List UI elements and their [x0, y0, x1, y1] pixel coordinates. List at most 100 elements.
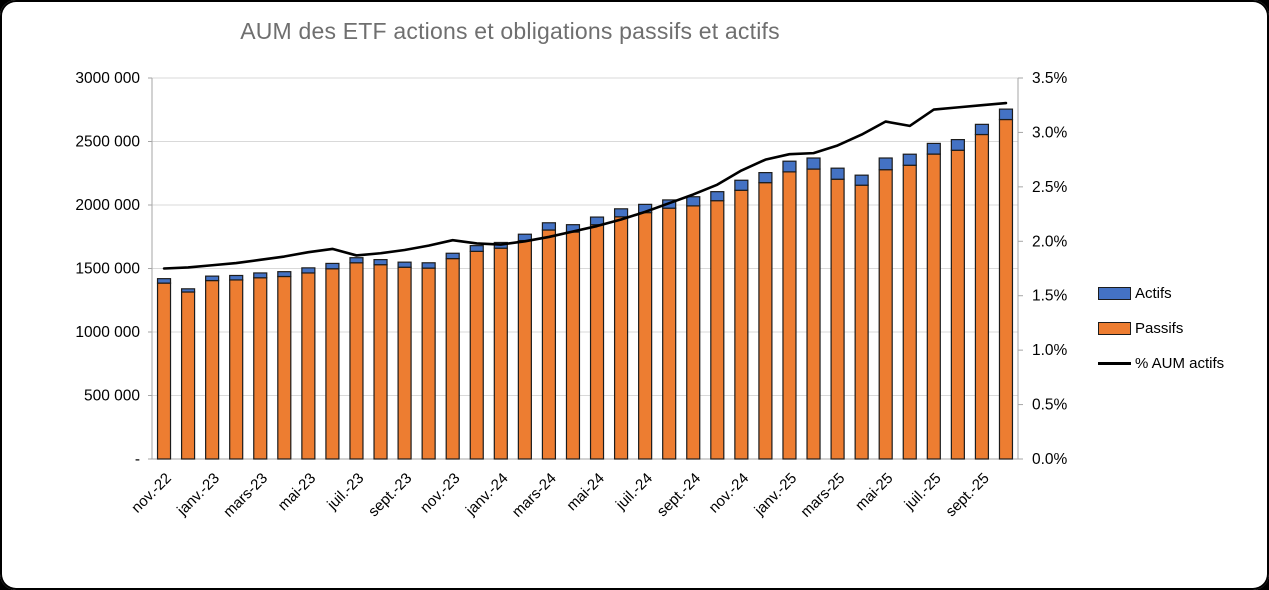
- bar-passifs: [301, 272, 316, 460]
- x-axis-tick-label: mai-23: [275, 470, 319, 514]
- x-axis-tick-label: sept.-23: [365, 470, 415, 520]
- bar-passifs: [782, 171, 797, 460]
- bar-actifs: [926, 142, 941, 155]
- bar-passifs: [734, 189, 749, 460]
- x-axis-tick-label: juil.-25: [901, 470, 945, 514]
- legend-item-passifs: Passifs: [1098, 311, 1224, 346]
- x-axis-tick-label: mars-25: [797, 470, 848, 521]
- bar-actifs: [325, 262, 340, 270]
- bar-passifs: [205, 279, 220, 460]
- bar-passifs: [565, 231, 581, 460]
- bar-actifs: [902, 153, 917, 166]
- bar-actifs: [878, 157, 893, 171]
- bar-actifs: [782, 160, 797, 173]
- bar-passifs: [638, 212, 653, 460]
- bar-passifs: [998, 118, 1014, 460]
- bar-passifs: [541, 229, 557, 460]
- legend-item-pct-line: % AUM actifs: [1098, 346, 1224, 381]
- x-axis-tick-label: mars-23: [220, 470, 271, 521]
- bar-passifs: [710, 200, 725, 460]
- x-axis-tick-label: janv.-24: [462, 470, 512, 520]
- bar-actifs: [854, 174, 869, 186]
- bar-passifs: [445, 257, 460, 460]
- legend-label-pct-line: % AUM actifs: [1135, 355, 1225, 372]
- bar-actifs: [229, 274, 244, 281]
- bar-passifs: [830, 178, 845, 460]
- bar-actifs: [205, 275, 220, 282]
- bar-passifs: [854, 184, 869, 460]
- left-axis-tick-label: 2000 000: [75, 197, 140, 214]
- left-axis-tick-label: 1500 000: [75, 261, 140, 278]
- pct-line-swatch-icon: [1098, 362, 1131, 365]
- bar-actifs: [421, 262, 436, 269]
- bar-actifs: [806, 157, 821, 170]
- chart-legend: Actifs Passifs % AUM actifs: [1098, 276, 1224, 381]
- left-axis-tick-label: 2500 000: [75, 134, 140, 151]
- x-axis-tick-label: nov.-22: [128, 470, 175, 517]
- bar-passifs: [421, 267, 436, 460]
- bar-passifs: [373, 264, 388, 460]
- x-axis-tick-label: juil.-23: [323, 470, 367, 514]
- bar-actifs: [613, 208, 629, 218]
- x-axis-tick-label: mai-25: [852, 470, 896, 514]
- legend-label-passifs: Passifs: [1135, 320, 1184, 337]
- bar-passifs: [469, 250, 484, 460]
- bar-actifs: [180, 288, 196, 293]
- legend-label-actifs: Actifs: [1135, 285, 1172, 302]
- bar-actifs: [998, 108, 1014, 121]
- bar-actifs: [734, 179, 749, 191]
- bar-actifs: [253, 272, 268, 279]
- bar-passifs: [662, 207, 677, 460]
- left-axis-tick-label: -: [135, 451, 140, 468]
- bar-passifs: [806, 168, 821, 460]
- right-axis-tick-label: 2.5%: [1032, 179, 1068, 196]
- bar-passifs: [180, 291, 196, 460]
- bar-actifs: [830, 167, 845, 180]
- left-axis-tick-label: 500 000: [84, 388, 140, 405]
- actifs-swatch-icon: [1098, 287, 1131, 300]
- bar-passifs: [349, 262, 364, 460]
- bar-passifs: [613, 216, 629, 460]
- x-axis-tick-label: sept.-25: [942, 470, 992, 520]
- bar-passifs: [589, 224, 605, 460]
- right-axis-tick-label: 1.0%: [1032, 342, 1068, 359]
- right-axis-tick-label: 1.5%: [1032, 288, 1068, 305]
- bar-actifs: [950, 138, 965, 151]
- legend-item-actifs: Actifs: [1098, 276, 1224, 311]
- bar-passifs: [517, 239, 532, 460]
- x-axis-tick-label: janv.-25: [751, 470, 801, 520]
- bar-passifs: [926, 153, 941, 460]
- bar-passifs: [156, 282, 172, 460]
- right-axis-tick-label: 0.0%: [1032, 451, 1068, 468]
- passifs-swatch-icon: [1098, 322, 1131, 335]
- bar-actifs: [156, 278, 172, 284]
- left-axis-tick-label: 1000 000: [75, 324, 140, 341]
- bar-actifs: [710, 191, 725, 202]
- bar-actifs: [469, 245, 484, 252]
- x-axis-tick-label: sept.-24: [654, 470, 704, 520]
- bar-actifs: [349, 257, 364, 264]
- bar-actifs: [397, 261, 412, 268]
- bar-passifs: [397, 266, 412, 460]
- bar-passifs: [493, 247, 508, 460]
- bar-passifs: [758, 182, 773, 460]
- bar-passifs: [686, 205, 701, 460]
- x-axis-tick-label: juil.-24: [612, 470, 656, 514]
- bar-passifs: [325, 268, 340, 460]
- right-axis-tick-label: 3.0%: [1032, 124, 1068, 141]
- bar-actifs: [277, 271, 292, 278]
- bar-actifs: [373, 259, 388, 266]
- bar-actifs: [974, 123, 990, 136]
- bar-passifs: [950, 149, 965, 460]
- bar-actifs: [758, 172, 773, 184]
- bar-actifs: [589, 216, 605, 226]
- x-axis-tick-label: janv.-23: [173, 470, 223, 520]
- bar-passifs: [253, 277, 268, 460]
- left-axis-tick-label: 3000 000: [75, 70, 140, 87]
- bar-actifs: [445, 252, 460, 260]
- pct-aum-line: [162, 101, 1008, 270]
- x-axis-tick-label: nov.-23: [417, 470, 464, 517]
